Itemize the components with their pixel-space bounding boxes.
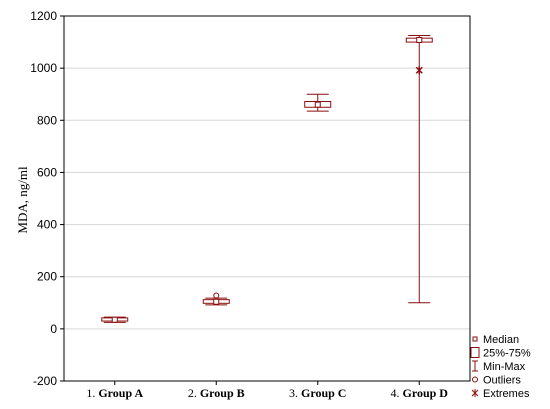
- legend-label: Min-Max: [483, 361, 526, 373]
- x-tick-label: 3. Group C: [289, 386, 346, 400]
- legend-label: Outliers: [483, 375, 521, 387]
- y-tick-label: -200: [33, 374, 57, 388]
- y-tick-label: 0: [50, 322, 57, 336]
- y-tick-labels: -200 0 200 400 600 800 1000 1200: [30, 9, 57, 388]
- median-marker: [213, 298, 220, 305]
- box-group: [405, 35, 433, 304]
- legend-outlier-symbol: [472, 376, 478, 383]
- x-tick-prefix: 3.: [289, 386, 301, 400]
- box-group: [304, 93, 332, 112]
- x-tick-prefix: 4.: [391, 386, 403, 400]
- median-marker: [314, 101, 321, 108]
- legend-box-symbol: [470, 347, 480, 358]
- box-group: [101, 316, 129, 323]
- x-tick-label: 2. Group B: [188, 386, 245, 400]
- x-tick-name: Group D: [403, 386, 449, 400]
- legend-extreme-symbol: [471, 389, 479, 397]
- median-marker: [416, 36, 423, 43]
- y-tick-label: 800: [37, 113, 57, 127]
- plot-frame: [63, 15, 471, 382]
- x-tick-label: 1. Group A: [86, 386, 143, 400]
- legend-label: Median: [483, 334, 519, 346]
- y-tick-label: 200: [37, 270, 57, 284]
- y-axis-label: MDA, ng/ml: [15, 166, 30, 234]
- y-tick-label: 600: [37, 165, 57, 179]
- x-tick-label: 4. Group D: [391, 386, 449, 400]
- outlier-point: [213, 292, 220, 299]
- boxes: [101, 35, 433, 323]
- axes: [60, 15, 471, 385]
- x-tick-name: Group A: [98, 386, 143, 400]
- y-tick-label: 1000: [30, 61, 57, 75]
- legend-label: 25%-75%: [483, 348, 531, 360]
- x-tick-prefix: 1.: [86, 386, 98, 400]
- y-tick-label: 400: [37, 218, 57, 232]
- median-marker: [111, 316, 118, 323]
- legend-label: Extremes: [483, 388, 530, 400]
- extreme-point: [415, 66, 423, 75]
- x-tick-name: Group B: [200, 386, 245, 400]
- legend-median-symbol: [472, 336, 478, 342]
- grid-lines: [64, 67, 470, 330]
- x-tick-name: Group C: [301, 386, 346, 400]
- y-tick-label: 1200: [30, 9, 57, 23]
- x-tick-labels: 1. Group A 2. Group B 3. Group C 4. Group D: [86, 386, 448, 400]
- box-group: [202, 292, 230, 306]
- legend-whisker-symbol: [472, 360, 478, 372]
- x-tick-prefix: 2.: [188, 386, 200, 400]
